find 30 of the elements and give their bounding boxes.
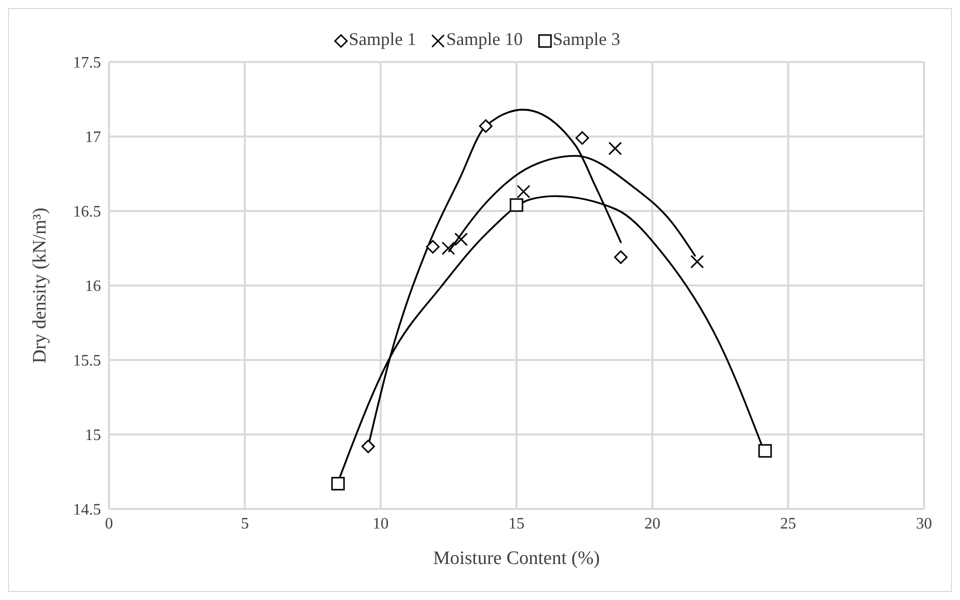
- y-tick-label: 15: [85, 427, 101, 444]
- point: [516, 184, 530, 198]
- legend-label: Sample 1: [348, 29, 416, 50]
- point: [510, 198, 524, 212]
- legend-label: Sample 3: [552, 29, 620, 50]
- point: [454, 232, 468, 246]
- point: [608, 142, 622, 156]
- x-tick-label: 10: [372, 515, 389, 532]
- point: [758, 444, 772, 458]
- y-tick-label: 17.5: [73, 54, 101, 72]
- point: [575, 131, 589, 145]
- y-tick-label: 16.5: [73, 204, 101, 221]
- y-tick-label: 17: [85, 129, 101, 146]
- x-tick-label: 25: [780, 515, 796, 532]
- legend-label: Sample 10: [445, 29, 523, 50]
- x-tick-label: 30: [916, 515, 932, 532]
- point: [331, 476, 345, 490]
- y-tick-label: 14.5: [73, 502, 101, 519]
- point: [361, 440, 375, 454]
- y-tick-label: 15.5: [73, 352, 101, 370]
- x-tick-label: 5: [240, 515, 249, 532]
- x-tick-label: 0: [105, 515, 113, 532]
- x-tick-label: 20: [644, 515, 660, 532]
- point: [442, 242, 456, 255]
- y-axis-title: Dry density (kN/m³): [30, 208, 51, 364]
- point: [479, 119, 493, 133]
- y-tick-label: 16: [85, 278, 101, 296]
- point: [690, 254, 704, 268]
- x-tick-label: 15: [508, 515, 524, 532]
- x-axis-title: Moisture Content (%): [433, 548, 600, 569]
